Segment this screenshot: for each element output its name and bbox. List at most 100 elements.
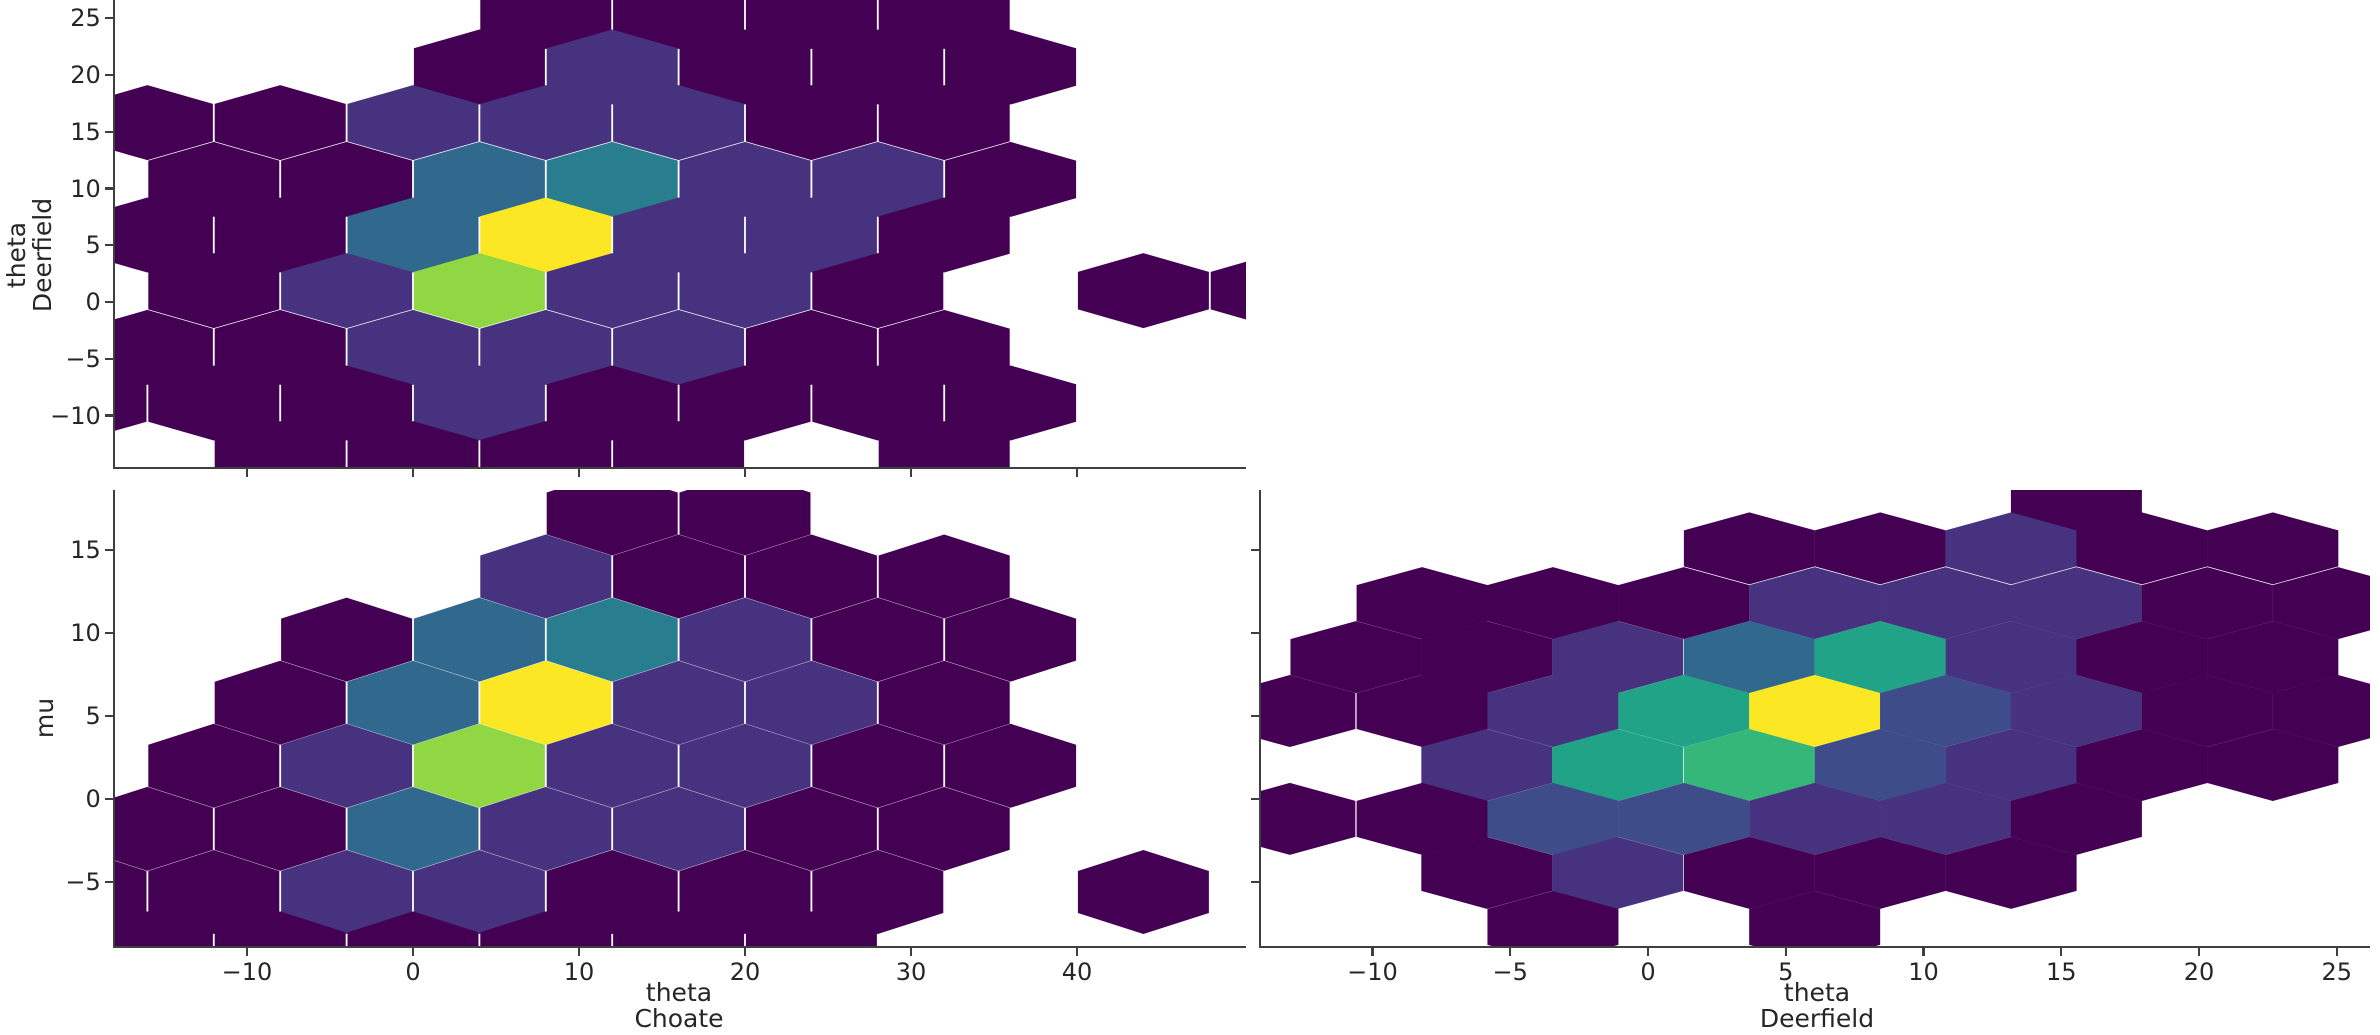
x-tick-mark [743, 948, 747, 957]
y-tick-mark [104, 880, 113, 884]
hex-cell [480, 660, 612, 745]
hex-cell [1290, 621, 1422, 694]
hex-cell [480, 534, 612, 619]
hex-cell [546, 849, 678, 934]
x-tick-label: 20 [729, 958, 761, 987]
y-tick-mark [1250, 714, 1259, 718]
x-tick-mark [1371, 948, 1374, 957]
y-tick-label: 15 [70, 117, 101, 146]
hex-cell [2010, 490, 2142, 532]
hex-cell [613, 0, 745, 49]
bottom-spine [112, 946, 1246, 949]
x-tick-mark [1646, 948, 1650, 957]
x-tick-label: 5 [1778, 958, 1794, 987]
hex-cell [2076, 512, 2208, 585]
hex-cell [812, 723, 944, 808]
hex-cell [945, 597, 1077, 682]
y-tick-mark [104, 548, 113, 552]
hex-cell [413, 29, 545, 105]
x-tick-mark [2335, 948, 2338, 957]
hex-cell [2207, 512, 2339, 585]
x-tick-mark [2197, 948, 2201, 957]
hex-cell [1880, 675, 2012, 748]
hex-cell [878, 85, 1010, 161]
x-tick-mark [743, 469, 747, 478]
hex-cell [1356, 782, 1488, 855]
hex-cell [1487, 567, 1619, 640]
hex-cell [679, 141, 811, 217]
y-tick-mark [104, 130, 113, 133]
hex-cell [613, 534, 745, 619]
hex-cell [1814, 836, 1946, 909]
hex-cell [1618, 782, 1750, 855]
hex-cell [2076, 621, 2208, 694]
x-tick-label: 0 [405, 958, 421, 987]
x-tick-label: 30 [895, 958, 927, 987]
hex-cell [613, 85, 745, 161]
hex-cell [546, 141, 678, 217]
hex-cell [480, 197, 612, 273]
y-tick-mark [1250, 548, 1259, 552]
hex-cell [115, 197, 213, 273]
hex-cell [1552, 728, 1684, 801]
hex-cell [1880, 782, 2012, 855]
hex-cell [1077, 849, 1209, 934]
hex-cell [413, 365, 545, 441]
hex-cell [1749, 675, 1881, 748]
hex-cell [679, 365, 811, 441]
y-tick-label: 15 [70, 536, 101, 564]
hex-cell [413, 253, 545, 329]
hex-cell [2272, 675, 2370, 748]
hex-cell [214, 421, 346, 467]
hex-cell [2207, 621, 2339, 694]
x-tick-label: 0 [1640, 958, 1656, 987]
hex-cell [1487, 890, 1619, 946]
hex-cell [945, 723, 1077, 808]
hex-cell [812, 365, 944, 441]
x-tick-label: 25 [2321, 958, 2353, 987]
hex-cell [115, 85, 213, 161]
y-tick-mark [104, 17, 113, 20]
y-axis-label-line: mu [30, 697, 59, 739]
y-tick-mark [1250, 631, 1259, 635]
y-tick-label: −10 [50, 401, 101, 430]
hex-cell [281, 723, 413, 808]
hex-cell [1749, 782, 1881, 855]
y-tick-mark [104, 357, 113, 360]
x-tick-mark [411, 469, 415, 478]
hex-cell [1356, 675, 1488, 748]
hex-cell [148, 723, 280, 808]
hex-cell [945, 141, 1077, 217]
y-tick-label: 10 [70, 619, 101, 647]
hex-cell [878, 786, 1010, 871]
x-axis-label-theta-choate: theta Choate [634, 980, 723, 1032]
bottom-spine [1258, 946, 2370, 949]
hex-cell [214, 786, 346, 871]
x-axis-label-line: theta [1783, 978, 1851, 1007]
hex-cell [1880, 567, 2012, 640]
hex-cell [480, 0, 612, 49]
hex-cell [613, 197, 745, 273]
hex-cell [480, 85, 612, 161]
y-tick-mark [104, 414, 113, 417]
hex-cell [812, 141, 944, 217]
hex-cell [1945, 512, 2077, 585]
hex-cell [546, 253, 678, 329]
hex-cell [1210, 261, 1246, 320]
x-tick-label: 10 [1908, 958, 1939, 987]
hex-cell [546, 365, 678, 441]
hex-cell [1487, 782, 1619, 855]
hex-cell [945, 29, 1077, 105]
hex-cell [679, 490, 811, 556]
y-tick-mark [104, 797, 113, 801]
x-tick-label: 10 [563, 958, 595, 987]
hex-cell [613, 309, 745, 385]
y-axis-label-line: theta [2, 221, 31, 289]
hex-cell [1814, 512, 1946, 585]
bottom-spine [112, 467, 1246, 470]
hex-cell [812, 253, 944, 329]
hex-cell [214, 85, 346, 161]
hex-cell [347, 421, 479, 467]
hex-cell [1618, 675, 1750, 748]
